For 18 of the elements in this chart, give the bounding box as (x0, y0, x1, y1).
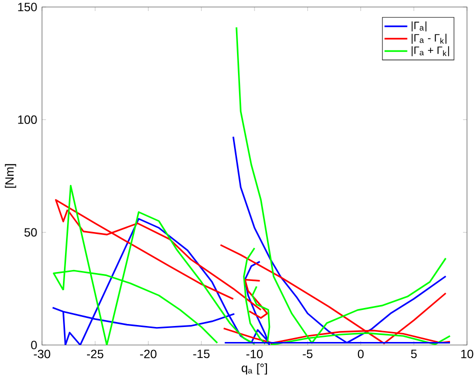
x-tick-label: 10 (461, 350, 474, 358)
x-tick-label: 0 (358, 350, 364, 358)
y-tick-label: 50 (24, 228, 37, 237)
x-tick-label: -5 (302, 350, 312, 358)
y-tick-label: 150 (18, 2, 37, 12)
x-tick-label: -25 (87, 350, 104, 358)
y-axis-title: [Nm] (4, 164, 16, 188)
x-axis-title: q$_{a}$ [°] (242, 363, 267, 375)
legend-label: |Γ$_{a}$| (412, 21, 426, 32)
x-tick-label: -10 (246, 350, 263, 358)
legend-label: |Γ$_{a}$ + Γ$_{k}$| (412, 46, 450, 56)
x-tick-label: 5 (411, 350, 417, 358)
legend-label: |Γ$_{a}$ - Γ$_{k}$| (412, 34, 446, 44)
y-tick-label: 100 (18, 115, 37, 124)
x-tick-label: -20 (140, 350, 156, 358)
x-tick-label: -15 (193, 350, 210, 358)
y-tick-label: 0 (31, 340, 37, 350)
x-tick-label: -30 (34, 350, 50, 358)
